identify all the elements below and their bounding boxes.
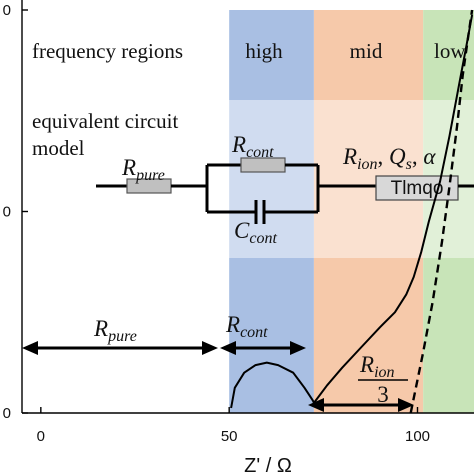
r-ion-fraction-numerator: Rion <box>359 352 395 381</box>
arrow-head-cont-left <box>220 341 236 355</box>
element-box-text: Tlmqo <box>391 178 444 199</box>
arrow-head-cont-right <box>290 341 306 355</box>
curves <box>230 9 474 414</box>
region-high-label: high <box>245 39 283 63</box>
equivalent-circuit-label-line2: model <box>32 136 85 160</box>
arrow-heads <box>22 341 414 412</box>
arrow-head-ion-left <box>308 398 324 412</box>
r-cont-circuit-label: Rcont <box>231 132 274 161</box>
axes: 0 50 100 0 0 0 <box>3 0 474 445</box>
equivalent-circuit-label-line1: equivalent circuit <box>32 109 179 133</box>
r-ion-fraction-denominator: 3 <box>377 382 389 407</box>
y-tick-label: 0 <box>3 2 11 19</box>
c-cont-circuit-label: Ccont <box>234 218 277 247</box>
arrow-head-pure-left <box>22 341 38 355</box>
r-pure-circuit-label: Rpure <box>121 155 165 184</box>
x-tick-label: 100 <box>405 428 430 445</box>
arrow-head-ion-right <box>398 398 414 412</box>
x-tick-label: 0 <box>37 428 45 445</box>
region-band-mid <box>313 10 424 413</box>
region-mid-label: mid <box>350 39 383 63</box>
r-ion-qs-alpha-label: Rion, Qs, α <box>342 144 436 173</box>
x-tick-label: 50 <box>221 428 238 445</box>
series-solid-curve <box>230 14 474 409</box>
r-cont-arrow-label: Rcont <box>225 312 268 341</box>
element-box-tlmqo <box>375 175 459 201</box>
equivalent-circuit <box>96 157 474 224</box>
x-axis-label: Z' / Ω <box>244 455 292 474</box>
series-dashed-curve <box>409 9 474 414</box>
bracket-arrows <box>30 346 408 407</box>
arrow-head-pure-right <box>202 341 218 355</box>
frequency-regions-label: frequency regions <box>32 39 183 63</box>
r-pure-arrow-label: Rpure <box>93 316 137 345</box>
region-low-label: low <box>434 39 466 63</box>
y-tick-label: 0 <box>3 204 11 221</box>
y-tick-label: 0 <box>3 405 11 422</box>
